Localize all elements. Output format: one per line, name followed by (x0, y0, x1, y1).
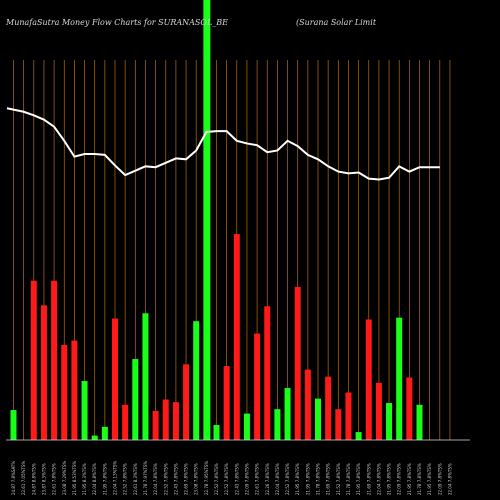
x-tick-label: 22.52 7.8%TS% (163, 463, 168, 495)
x-tick-label: 22.43 7.8%TS% (234, 463, 239, 495)
bar-green (416, 404, 423, 440)
x-tick-label: 22.61 7.8%TS% (52, 463, 57, 495)
bar-red (254, 333, 261, 440)
bar-red (325, 376, 332, 440)
x-tick-label: 21.69 7.8%TS% (326, 463, 331, 495)
bar-red (223, 366, 230, 440)
x-tick-label: 21.52 7.8%TS% (336, 463, 341, 495)
bar-green (213, 425, 220, 440)
x-tick-label: 23.08 7.29%TS% (62, 461, 67, 495)
chart-subtitle: (Surana Solar Limit (296, 18, 377, 27)
bar-green (284, 388, 291, 440)
bar-red (61, 344, 68, 440)
x-tick-label: 22.09 7.8%TS% (437, 463, 442, 495)
bar-red (406, 377, 413, 440)
bar-green (203, 0, 211, 440)
x-tick-label: 21.95 8.3%TS% (82, 463, 87, 495)
bar-red (345, 392, 352, 440)
x-tick-label: 22.52 7.8%TS% (285, 463, 290, 495)
bar-series (10, 0, 423, 440)
x-tick-label: 22.78 7.95%TS% (204, 461, 209, 495)
bar-red (304, 369, 311, 440)
bar-green (315, 398, 321, 440)
bar-red (172, 402, 179, 440)
x-tick-label: 21.78 7.8%TS% (346, 463, 351, 495)
bar-red (365, 319, 372, 440)
bar-green (132, 359, 139, 440)
x-tick-label: 21.78 7.8%TS% (316, 463, 321, 495)
x-tick-label: 22.52 7.8%TS% (123, 463, 128, 495)
bar-red (375, 382, 382, 440)
bar-red (335, 409, 342, 440)
bar-green (243, 413, 250, 440)
x-tick-label: 22.04 7.8%TS% (376, 463, 381, 495)
bar-green (81, 381, 88, 440)
bar-red (112, 318, 118, 440)
bar-green (101, 426, 108, 440)
bar-red (71, 340, 78, 440)
x-tick-label: 22.52 7.8%TS% (224, 463, 229, 495)
bar-red (162, 399, 169, 440)
x-tick-label: 21.69 7.8%TS% (366, 463, 371, 495)
bar-red (294, 286, 301, 440)
x-tick-label: 21.78 7.8%TS% (417, 463, 422, 495)
x-tick-label: 21.95 7.8%TS% (305, 463, 310, 495)
x-tick-label: 22.04 7.8%TS% (153, 463, 158, 495)
x-tick-label: 22.04 7.13%TS% (113, 461, 118, 495)
bar-red (152, 410, 159, 440)
x-tick-label: 21.95 7.8%TS% (427, 463, 432, 495)
x-tick-label: 21.95 7.8%TS% (102, 463, 107, 495)
bar-red (233, 234, 240, 440)
x-tick-label: 22.26 7.8%TS% (265, 463, 270, 495)
chart-title: MunafaSutra Money Flow Charts for SURANA… (5, 18, 228, 27)
x-tick-label: 22.61 7.05%TS% (21, 461, 26, 495)
bar-red (183, 364, 190, 440)
bar-green (386, 403, 393, 440)
bar-green (396, 317, 403, 440)
bar-green (193, 321, 200, 440)
x-tick-label: 21.78 7.97%TS% (143, 461, 148, 495)
bar-red (51, 280, 58, 440)
x-tick-label: 21.95 7.8%TS% (356, 463, 361, 495)
bar-green (10, 410, 17, 440)
x-tick-label: 21.95 7.8%TS% (295, 463, 300, 495)
x-tick-label: 21.95 8.53%TS% (72, 461, 77, 495)
bar-green (355, 432, 362, 440)
x-tick-label: 22.04 8.8%TS% (92, 463, 97, 495)
bar-green (142, 313, 149, 440)
x-tick-labels: 24.87 7.8%SAT% 22.61 7.05%TS% 24.87 8.8%TS… (11, 461, 452, 495)
price-line (6, 107, 440, 181)
x-tick-label: 23.08 7.8%TS% (194, 463, 199, 495)
bar-red (122, 404, 129, 440)
x-tick-label: 21.95 7.8%TS% (407, 463, 412, 495)
x-tick-label: 22.52 7.8%TS% (214, 463, 219, 495)
x-tick-label: 21.95 7.8%TS% (387, 463, 392, 495)
bar-red (264, 306, 271, 440)
x-tick-label: 22.69 7.8%TS% (184, 463, 189, 495)
x-tick-label: 22.04 7.8%TS% (275, 463, 280, 495)
bar-red (30, 280, 37, 440)
x-tick-label: 24.87 8.8%TS% (31, 463, 36, 495)
x-tick-label: 24.87 7.8%SAT% (11, 461, 16, 495)
bar-red (40, 305, 47, 440)
x-tick-label: 22.61 7.8%TS% (255, 463, 260, 495)
x-tick-label: 23.87 8.3%TS% (41, 463, 46, 495)
bar-green (91, 435, 98, 440)
bar-green (274, 409, 281, 440)
x-tick-label: 22.61 8.3%TS% (133, 463, 138, 495)
x-tick-label: 22.43 7.8%TS% (173, 463, 178, 495)
x-tick-label: 22.04 7.8%TS% (447, 463, 452, 495)
x-tick-label: 22.09 7.8%TS% (397, 463, 402, 495)
x-tick-label: 22.09 7.8%TS% (244, 463, 249, 495)
